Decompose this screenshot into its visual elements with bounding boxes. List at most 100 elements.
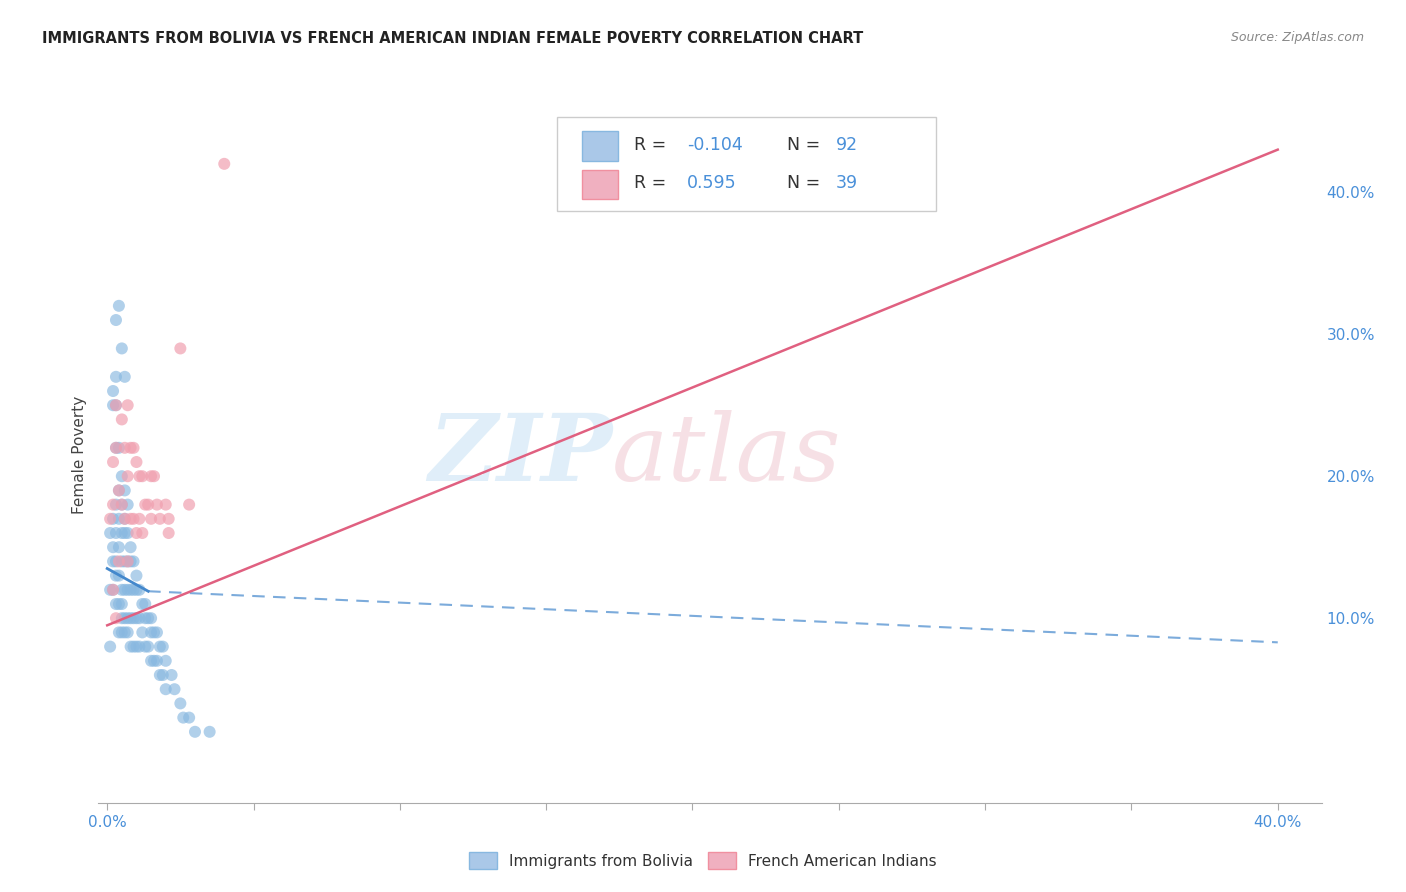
Point <box>114 512 136 526</box>
Point <box>136 498 159 512</box>
Point <box>114 369 136 384</box>
Point <box>155 498 177 512</box>
Point <box>120 441 142 455</box>
Point <box>120 640 142 654</box>
Point <box>101 512 124 526</box>
Text: Source: ZipAtlas.com: Source: ZipAtlas.com <box>1230 31 1364 45</box>
Point <box>139 469 162 483</box>
Point <box>111 526 134 541</box>
Point <box>104 313 127 327</box>
Point <box>101 384 124 398</box>
Point <box>104 568 127 582</box>
Point <box>108 512 131 526</box>
Point <box>163 682 186 697</box>
Point <box>172 710 194 724</box>
Point <box>111 597 134 611</box>
Point <box>122 554 145 568</box>
Point <box>98 512 121 526</box>
Point <box>111 611 134 625</box>
Point <box>120 540 142 554</box>
Point <box>104 441 127 455</box>
Point <box>143 469 166 483</box>
Point <box>108 540 131 554</box>
Point <box>120 582 142 597</box>
Point <box>117 469 139 483</box>
Point <box>149 668 172 682</box>
Point <box>117 582 139 597</box>
Point <box>117 625 139 640</box>
Point <box>120 512 142 526</box>
Point <box>104 398 127 412</box>
Point <box>108 625 131 640</box>
Point <box>104 597 127 611</box>
Point <box>104 398 127 412</box>
Point <box>101 582 124 597</box>
Point <box>143 654 166 668</box>
Point <box>108 299 131 313</box>
Point <box>152 640 174 654</box>
Point <box>125 582 148 597</box>
Point <box>101 582 124 597</box>
Point <box>114 625 136 640</box>
Point <box>134 597 156 611</box>
Point <box>125 455 148 469</box>
Point <box>104 611 127 625</box>
Point <box>134 498 156 512</box>
Point <box>169 697 191 711</box>
Point <box>114 512 136 526</box>
Point <box>125 611 148 625</box>
Text: -0.104: -0.104 <box>686 136 742 153</box>
FancyBboxPatch shape <box>557 118 936 211</box>
Point <box>157 512 180 526</box>
Point <box>179 710 201 724</box>
Point <box>131 625 153 640</box>
Point <box>149 640 172 654</box>
Point <box>108 441 131 455</box>
Point <box>149 512 172 526</box>
Text: R =: R = <box>634 174 678 192</box>
Point <box>104 526 127 541</box>
Point <box>117 526 139 541</box>
Point <box>122 640 145 654</box>
Point <box>136 611 159 625</box>
Point <box>108 483 131 498</box>
Point <box>104 441 127 455</box>
Text: IMMIGRANTS FROM BOLIVIA VS FRENCH AMERICAN INDIAN FEMALE POVERTY CORRELATION CHA: IMMIGRANTS FROM BOLIVIA VS FRENCH AMERIC… <box>42 31 863 46</box>
Point <box>179 498 201 512</box>
Point <box>108 554 131 568</box>
Point <box>157 526 180 541</box>
Point <box>111 554 134 568</box>
Point <box>98 582 121 597</box>
Point <box>134 640 156 654</box>
Point <box>152 668 174 682</box>
Point <box>139 654 162 668</box>
Point <box>184 724 207 739</box>
Point <box>169 342 191 356</box>
Text: R =: R = <box>634 136 672 153</box>
Point <box>146 654 169 668</box>
Point <box>128 640 150 654</box>
Point <box>101 398 124 412</box>
Point <box>117 554 139 568</box>
Point <box>128 512 150 526</box>
Point <box>139 512 162 526</box>
Point <box>120 554 142 568</box>
Point <box>101 455 124 469</box>
Point <box>128 611 150 625</box>
Point <box>114 582 136 597</box>
Point <box>111 498 134 512</box>
Legend: Immigrants from Bolivia, French American Indians: Immigrants from Bolivia, French American… <box>463 846 943 875</box>
Point <box>108 568 131 582</box>
Point <box>111 498 134 512</box>
Point <box>111 342 134 356</box>
Point <box>146 625 169 640</box>
Point <box>98 640 121 654</box>
Point <box>111 625 134 640</box>
Point <box>139 611 162 625</box>
Point <box>128 582 150 597</box>
Point <box>104 554 127 568</box>
Point <box>139 625 162 640</box>
Point <box>114 554 136 568</box>
Point <box>111 469 134 483</box>
Point <box>101 554 124 568</box>
